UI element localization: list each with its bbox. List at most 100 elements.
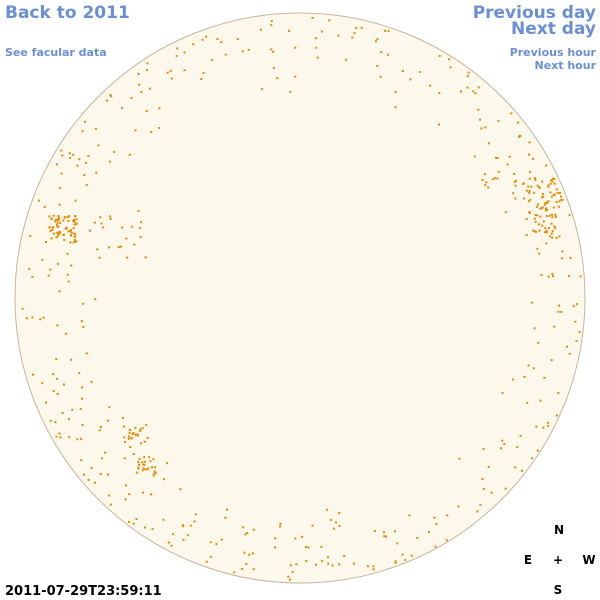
facula — [175, 55, 178, 57]
facula — [90, 466, 93, 469]
facula — [343, 554, 346, 557]
previous-hour-link[interactable]: Previous hour — [510, 46, 597, 59]
facula — [42, 316, 45, 319]
facula — [535, 205, 538, 208]
facula — [547, 185, 550, 188]
facula — [96, 248, 99, 251]
facula — [331, 564, 334, 567]
facula — [270, 20, 273, 23]
facula — [428, 530, 430, 533]
facula — [158, 107, 161, 110]
facula — [209, 541, 212, 544]
facula — [446, 514, 449, 517]
facula — [84, 120, 86, 123]
facula — [99, 473, 102, 475]
facula — [52, 214, 55, 217]
facula — [513, 180, 516, 183]
facula — [101, 457, 104, 460]
facula — [123, 436, 126, 439]
facula — [109, 215, 111, 218]
facula — [338, 525, 341, 527]
facula — [394, 90, 397, 93]
facula — [139, 429, 142, 432]
facula — [517, 121, 520, 124]
facula — [289, 578, 291, 581]
facula — [550, 232, 553, 235]
facula — [305, 546, 308, 549]
facula — [63, 239, 66, 241]
facula — [123, 441, 126, 444]
solar-disk — [14, 12, 586, 584]
facula — [535, 425, 538, 428]
facula — [579, 275, 582, 278]
facula — [315, 37, 318, 40]
facula — [108, 246, 111, 249]
facula — [506, 163, 509, 166]
facula — [550, 359, 553, 362]
facula — [88, 229, 91, 232]
facula — [504, 487, 507, 490]
facula — [150, 130, 153, 133]
facula — [138, 83, 141, 86]
facula — [59, 436, 62, 439]
facula — [525, 218, 528, 220]
facula — [144, 468, 147, 471]
facula — [129, 446, 132, 448]
facula — [394, 106, 397, 109]
next-hour-link[interactable]: Next hour — [535, 59, 597, 72]
facula — [133, 243, 136, 246]
facula — [459, 90, 462, 93]
facula — [83, 174, 86, 176]
facula — [224, 53, 227, 56]
facula — [552, 206, 555, 209]
back-link[interactable]: Back to 2011 — [5, 3, 130, 23]
facula — [135, 518, 138, 520]
facula — [248, 553, 251, 556]
facula — [98, 256, 101, 259]
facula — [532, 229, 535, 232]
facula — [538, 229, 541, 232]
facula — [39, 318, 42, 321]
facula — [551, 216, 554, 219]
facula — [552, 177, 554, 180]
previous-day-link[interactable]: Previous day — [473, 3, 596, 23]
facula — [55, 358, 58, 360]
facula — [539, 399, 542, 402]
timestamp: 2011-07-29T23:59:11 — [5, 584, 162, 599]
facula — [172, 533, 175, 536]
facular-link[interactable]: See facular data — [5, 46, 107, 59]
facula — [49, 268, 52, 271]
facula — [94, 298, 97, 301]
facula — [477, 108, 480, 111]
facula — [141, 427, 144, 429]
facula — [473, 155, 476, 158]
next-day-link[interactable]: Next day — [511, 19, 596, 39]
facula — [538, 187, 541, 190]
facula — [146, 69, 148, 72]
facula — [48, 215, 51, 218]
facula — [404, 559, 407, 562]
facula — [514, 466, 517, 469]
facula — [401, 70, 404, 72]
facula — [82, 325, 85, 328]
facula — [137, 72, 140, 75]
facula — [64, 228, 67, 230]
facula — [545, 207, 548, 210]
facula — [80, 320, 83, 323]
facula — [396, 542, 399, 545]
facula — [233, 571, 236, 574]
facula — [109, 94, 112, 96]
facula — [578, 331, 581, 333]
facula — [329, 518, 332, 521]
facula — [193, 520, 196, 523]
facula — [497, 170, 500, 173]
facula — [272, 67, 275, 69]
facula — [125, 237, 128, 240]
facula — [51, 228, 54, 231]
facula — [476, 510, 479, 513]
facula — [549, 191, 552, 194]
facula — [80, 437, 82, 440]
facula — [139, 428, 142, 431]
facula — [72, 227, 75, 230]
facula — [274, 546, 277, 549]
